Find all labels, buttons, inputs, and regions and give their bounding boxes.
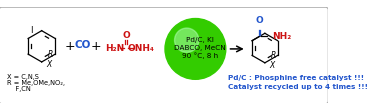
Circle shape xyxy=(175,28,199,52)
Text: ONH₄: ONH₄ xyxy=(127,44,154,53)
Text: +: + xyxy=(90,40,101,53)
Text: X = C,N,S: X = C,N,S xyxy=(7,74,39,80)
Text: 90 °C, 8 h: 90 °C, 8 h xyxy=(182,52,218,59)
Text: H₂N: H₂N xyxy=(105,44,124,53)
Text: F,CN: F,CN xyxy=(7,86,31,92)
FancyBboxPatch shape xyxy=(0,7,328,104)
Text: NH₂: NH₂ xyxy=(272,32,291,41)
Text: CO: CO xyxy=(74,40,91,50)
Text: I: I xyxy=(30,26,33,35)
Text: DABCO, MeCN: DABCO, MeCN xyxy=(174,45,226,51)
Text: +: + xyxy=(64,40,75,53)
Text: Catalyst recycled up to 4 times !!!: Catalyst recycled up to 4 times !!! xyxy=(228,84,367,90)
Text: R = Me,OMe,NO₂,: R = Me,OMe,NO₂, xyxy=(7,80,65,86)
Text: X: X xyxy=(270,61,275,70)
Text: R: R xyxy=(48,50,53,59)
Circle shape xyxy=(165,18,226,79)
Text: R: R xyxy=(271,51,276,60)
Text: O: O xyxy=(122,31,130,40)
Text: Pd/C : Phosphine free catalyst !!!: Pd/C : Phosphine free catalyst !!! xyxy=(228,75,364,81)
Text: Pd/C, KI: Pd/C, KI xyxy=(186,37,214,43)
Text: X: X xyxy=(47,60,52,69)
Text: O: O xyxy=(256,16,263,25)
